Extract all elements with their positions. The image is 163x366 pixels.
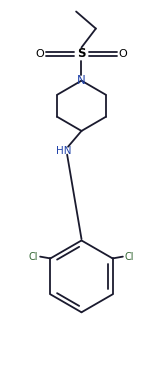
Text: Cl: Cl	[29, 251, 38, 262]
Text: S: S	[77, 47, 86, 60]
Text: O: O	[36, 49, 44, 59]
Text: Cl: Cl	[125, 251, 134, 262]
Text: N: N	[77, 74, 86, 87]
Text: O: O	[119, 49, 127, 59]
Text: HN: HN	[56, 146, 71, 156]
